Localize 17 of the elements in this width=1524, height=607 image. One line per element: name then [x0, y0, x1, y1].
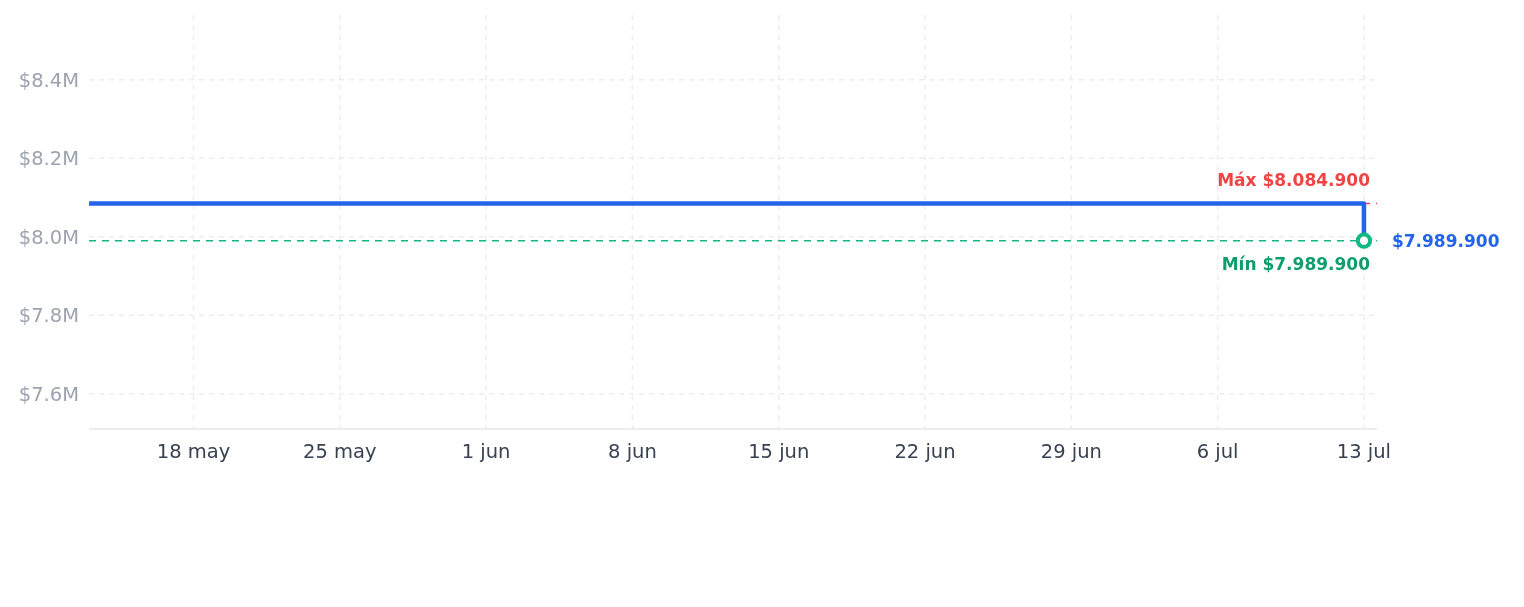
x-tick-label: 15 jun [748, 440, 810, 463]
y-tick-label: $7.8M [18, 304, 79, 328]
data-label: $7.989.900 [1391, 230, 1500, 251]
ref-line-label: Máx $8.084.900 [1217, 170, 1371, 191]
ref-line-label: Mín $7.989.900 [1221, 253, 1371, 274]
x-tick-label: 29 jun [1040, 440, 1102, 463]
y-tick-label: $7.6M [18, 382, 79, 406]
y-tick-label: $8.2M [18, 147, 79, 171]
x-tick-label: 1 jun [461, 440, 511, 463]
x-tick-label: 13 jul [1336, 440, 1392, 463]
x-tick-label: 8 jun [608, 440, 657, 463]
x-tick-label: 18 may [156, 440, 231, 463]
y-tick-label: $8.4M [18, 68, 79, 92]
x-tick-label: 22 jun [894, 440, 956, 463]
x-tick-label: 25 may [303, 440, 377, 463]
x-tick-label: 6 jul [1196, 440, 1239, 463]
y-tick-label: $8.0M [18, 225, 79, 249]
